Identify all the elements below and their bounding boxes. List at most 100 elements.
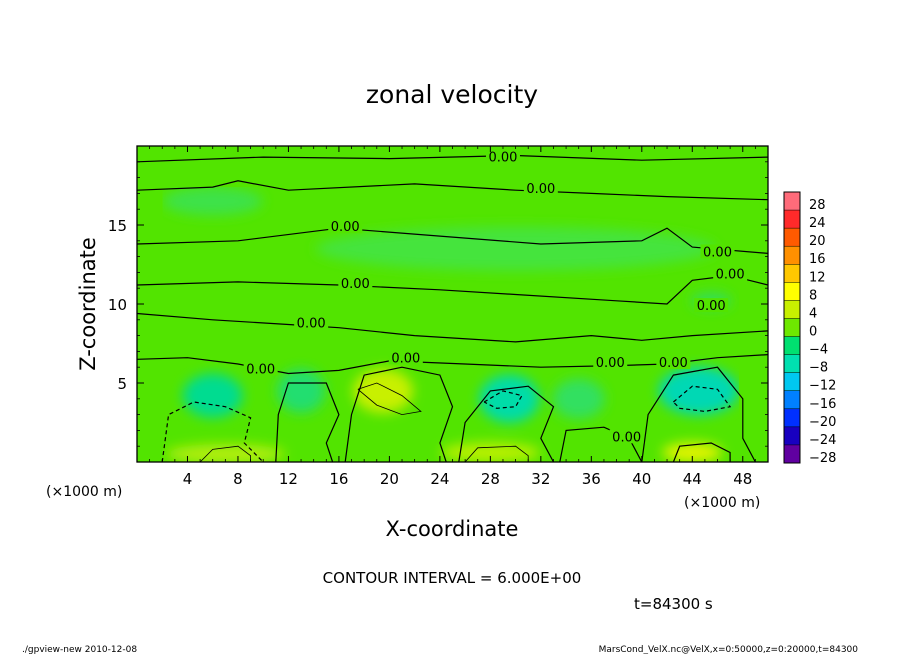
colorbar-segment <box>784 228 800 247</box>
contour-label: 0.00 <box>341 277 370 292</box>
field-blob <box>165 444 286 462</box>
y-tick-label: 10 <box>108 296 127 314</box>
colorbar-label: 4 <box>809 306 817 321</box>
colorbar-segment <box>784 318 800 338</box>
contour-label: 0.00 <box>331 220 360 235</box>
chart-title: zonal velocity <box>366 80 538 109</box>
colorbar-segment <box>784 336 800 356</box>
y-tick-label: 5 <box>117 375 127 393</box>
x-tick-label: 4 <box>183 470 193 488</box>
colorbar-label: −24 <box>809 433 836 448</box>
contour-line <box>161 401 264 462</box>
contour-line <box>464 445 529 462</box>
time-text: t=84300 s <box>634 595 713 613</box>
colorbar-frame <box>783 191 801 464</box>
contour-label-bg <box>694 298 729 313</box>
x-axis-label: X-coordinate <box>386 517 519 541</box>
x-tick-label: 20 <box>380 470 399 488</box>
x-tick-label: 40 <box>632 470 651 488</box>
x-tick-label: 24 <box>430 470 449 488</box>
x-tick-label: 28 <box>481 470 500 488</box>
contour-line <box>137 227 768 254</box>
colorbar-segment <box>784 192 800 211</box>
colorbar-segment <box>784 354 800 374</box>
colorbar-segment <box>784 264 800 283</box>
colorbar-label: 0 <box>809 325 817 340</box>
colorbar-label: 20 <box>809 234 826 249</box>
footer-left: ./gpview-new 2010-12-08 <box>22 645 137 654</box>
colorbar-label: −12 <box>809 379 836 394</box>
contour-label-bg <box>243 361 278 376</box>
colorbar-label: 8 <box>809 288 817 303</box>
contour-label-bg <box>700 244 735 259</box>
contour-label-bg <box>713 266 748 281</box>
field-blob <box>162 187 263 216</box>
contour-label-bg <box>294 315 329 330</box>
contour-line <box>458 385 555 462</box>
field-blob <box>277 368 326 413</box>
contour-label-bg <box>656 355 691 370</box>
colorbar-segment <box>784 390 800 410</box>
field-blob <box>315 226 716 271</box>
x-tick-label: 32 <box>531 470 550 488</box>
colorbar-label: −20 <box>809 415 836 430</box>
contour-label: 0.00 <box>596 356 625 371</box>
y-tick-label: 15 <box>108 217 127 235</box>
colorbar-label: −8 <box>809 361 828 376</box>
contour-line <box>137 274 768 305</box>
contour-interval-text: CONTOUR INTERVAL = 6.000E+00 <box>323 569 582 587</box>
colorbar-segment <box>784 300 800 319</box>
colorbar-segment <box>784 426 800 446</box>
field-blob <box>479 374 540 423</box>
contour-label-bg <box>609 429 644 444</box>
colorbar-segment <box>784 210 800 229</box>
colorbar-segment <box>784 444 800 464</box>
contour-label: 0.00 <box>612 430 641 445</box>
contour-line <box>672 442 731 462</box>
x-tick-label: 36 <box>582 470 601 488</box>
contour-line <box>137 312 768 343</box>
footer-right: MarsCond_VelX.nc@VelX,x=0:50000,z=0:2000… <box>599 645 859 654</box>
contour-label-bg <box>328 219 363 234</box>
x-tick-label: 8 <box>233 470 243 488</box>
x-tick-label: 44 <box>683 470 702 488</box>
contour-line <box>275 382 340 462</box>
x-tick-label: 16 <box>329 470 348 488</box>
contour-label-bg <box>523 181 558 196</box>
contour-line <box>137 154 768 163</box>
contour-label: 0.00 <box>526 182 555 197</box>
contour-line <box>641 366 756 462</box>
colorbar: 28 24 20 16 12 8 4 0 −4 −8 −12 −16 −20 −24 −28 <box>783 191 836 466</box>
field-blob <box>440 442 541 462</box>
field-blob <box>662 442 723 462</box>
x-tick-label: 48 <box>733 470 752 488</box>
field-blob <box>182 373 243 418</box>
colorbar-label: 16 <box>809 252 826 267</box>
contour-label: 0.00 <box>297 317 326 332</box>
colorbar-segment <box>784 282 800 301</box>
colorbar-label: −28 <box>809 451 836 466</box>
field-blob <box>353 368 414 413</box>
colorbar-label: 28 <box>809 198 826 213</box>
contour-label: 0.00 <box>489 151 518 166</box>
contour-line <box>559 426 643 462</box>
colorbar-label: 24 <box>809 216 826 231</box>
contour-label-bg <box>485 149 520 164</box>
contour-label: 0.00 <box>659 356 688 371</box>
colorbar-segment <box>784 408 800 428</box>
y-axis-label: Z-coordinate <box>76 237 100 371</box>
contour-line <box>137 180 768 201</box>
contour-line <box>357 382 422 416</box>
colorbar-label: −4 <box>809 343 828 358</box>
colorbar-segment <box>784 372 800 392</box>
contour-label: 0.00 <box>391 351 420 366</box>
x-unit-right: (×1000 m) <box>684 495 760 511</box>
contour-label-bg <box>593 355 628 370</box>
contour-line <box>199 445 251 462</box>
contour-label: 0.00 <box>703 245 732 260</box>
contour-label-bg <box>388 350 423 365</box>
contour-label: 0.00 <box>246 362 275 377</box>
contour-label: 0.00 <box>716 268 745 283</box>
contour-label: 0.00 <box>697 299 726 314</box>
field-blob <box>658 366 739 415</box>
